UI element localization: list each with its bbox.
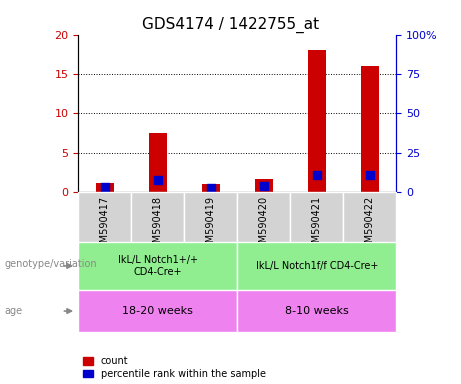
Bar bbox=[184, 192, 237, 242]
Text: age: age bbox=[5, 306, 23, 316]
Text: IkL/L Notch1+/+
CD4-Cre+: IkL/L Notch1+/+ CD4-Cre+ bbox=[118, 255, 198, 277]
Bar bbox=[307, 50, 326, 192]
Point bbox=[154, 177, 162, 183]
Point bbox=[207, 185, 214, 191]
Bar bbox=[343, 192, 396, 242]
Bar bbox=[254, 179, 273, 192]
Text: GDS4174 / 1422755_at: GDS4174 / 1422755_at bbox=[142, 17, 319, 33]
Bar bbox=[78, 192, 131, 242]
Bar bbox=[148, 133, 167, 192]
Bar bbox=[78, 242, 237, 290]
Text: GSM590421: GSM590421 bbox=[312, 196, 322, 255]
Text: 8-10 weeks: 8-10 weeks bbox=[285, 306, 349, 316]
Bar bbox=[237, 242, 396, 290]
Text: GSM590418: GSM590418 bbox=[153, 196, 163, 255]
Text: GSM590422: GSM590422 bbox=[365, 196, 375, 255]
Bar bbox=[201, 184, 220, 192]
Bar bbox=[361, 66, 379, 192]
Text: GSM590417: GSM590417 bbox=[100, 196, 110, 255]
Bar bbox=[237, 192, 290, 242]
Text: GSM590420: GSM590420 bbox=[259, 196, 269, 255]
Bar bbox=[290, 192, 343, 242]
Point bbox=[101, 184, 109, 190]
Bar bbox=[78, 290, 237, 332]
Text: IkL/L Notch1f/f CD4-Cre+: IkL/L Notch1f/f CD4-Cre+ bbox=[256, 261, 378, 271]
Text: GSM590419: GSM590419 bbox=[206, 196, 216, 255]
Point bbox=[366, 172, 373, 178]
Text: 18-20 weeks: 18-20 weeks bbox=[123, 306, 193, 316]
Bar bbox=[95, 182, 114, 192]
Point bbox=[260, 183, 267, 189]
Legend: count, percentile rank within the sample: count, percentile rank within the sample bbox=[83, 356, 266, 379]
Bar bbox=[237, 290, 396, 332]
Bar bbox=[131, 192, 184, 242]
Text: genotype/variation: genotype/variation bbox=[5, 259, 97, 269]
Point bbox=[313, 172, 320, 178]
